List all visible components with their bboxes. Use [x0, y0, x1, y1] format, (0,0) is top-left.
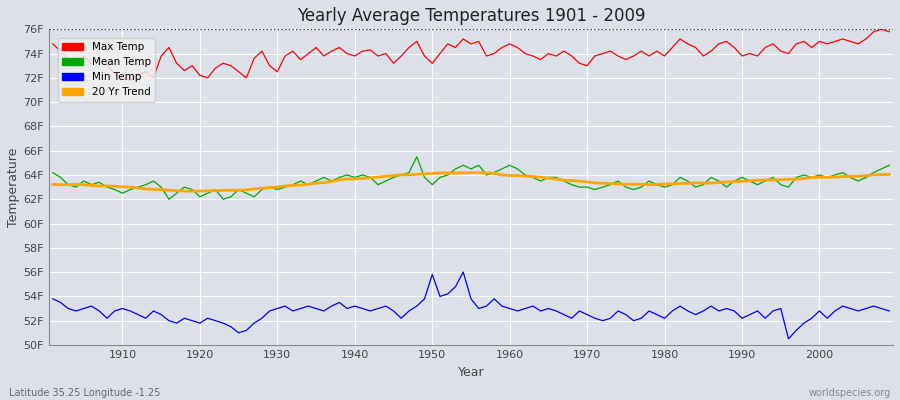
Legend: Max Temp, Mean Temp, Min Temp, 20 Yr Trend: Max Temp, Mean Temp, Min Temp, 20 Yr Tre…: [58, 38, 155, 102]
Title: Yearly Average Temperatures 1901 - 2009: Yearly Average Temperatures 1901 - 2009: [297, 7, 645, 25]
Text: worldspecies.org: worldspecies.org: [809, 388, 891, 398]
X-axis label: Year: Year: [458, 366, 484, 379]
Y-axis label: Temperature: Temperature: [7, 148, 20, 227]
Text: Latitude 35.25 Longitude -1.25: Latitude 35.25 Longitude -1.25: [9, 388, 160, 398]
